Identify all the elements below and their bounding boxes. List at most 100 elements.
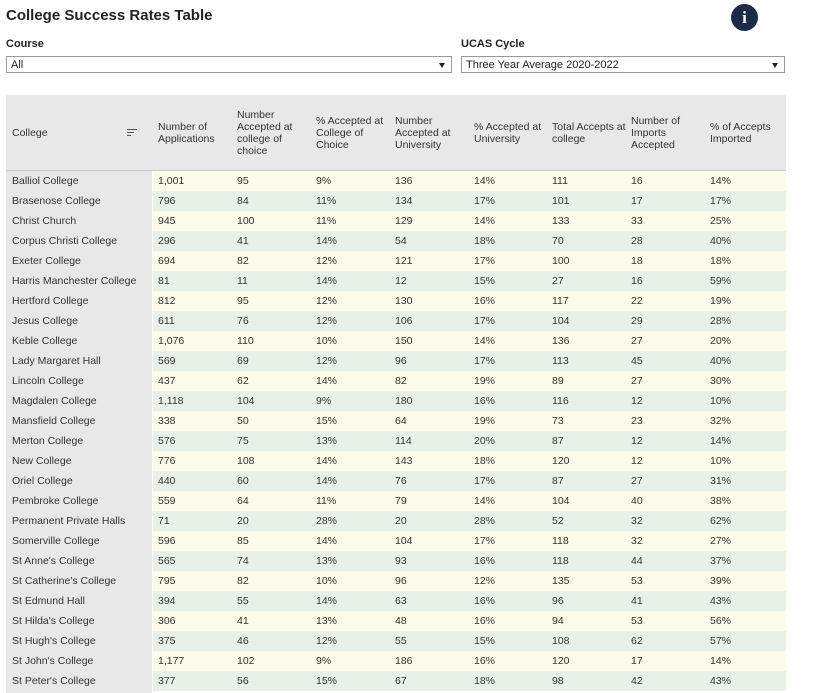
college-name: St Peter's College xyxy=(12,675,96,687)
college-name: St Anne's College xyxy=(12,555,95,567)
table-cell: 76 xyxy=(237,315,249,327)
college-name: Harris Manchester College xyxy=(12,275,137,287)
filter-label: Course xyxy=(6,38,44,50)
table-cell: 19% xyxy=(474,415,496,427)
table-cell: 12 xyxy=(631,435,643,447)
table-cell: 17% xyxy=(474,355,496,367)
table-cell: 17 xyxy=(631,655,643,667)
table-cell: 28% xyxy=(474,515,496,527)
table-cell: 82 xyxy=(237,255,249,267)
college-name: Oriel College xyxy=(12,475,73,487)
table-cell: 53 xyxy=(631,615,643,627)
table-cell: 27 xyxy=(631,475,643,487)
table-cell: 59% xyxy=(710,275,732,287)
table-cell: 96 xyxy=(552,595,564,607)
table-cell: 20 xyxy=(237,515,249,527)
college-name: Lincoln College xyxy=(12,375,84,387)
college-name: Brasenose College xyxy=(12,195,101,207)
table-cell: 9% xyxy=(316,655,332,667)
column-header: Number Accepted at University xyxy=(395,114,451,151)
column-header: Number of Imports Accepted xyxy=(631,114,681,151)
table-cell: 39% xyxy=(710,575,732,587)
table-cell: 93 xyxy=(395,555,407,567)
table-cell: 62 xyxy=(237,375,249,387)
table-row: 611 76 12% 106 17% 104 29 28% xyxy=(153,311,786,331)
table-cell: 29 xyxy=(631,315,643,327)
table-cell: 106 xyxy=(395,315,413,327)
table-cell: 120 xyxy=(552,455,570,467)
table-cell: 67 xyxy=(395,675,407,687)
table-cell: 16% xyxy=(474,655,496,667)
table-cell: 11% xyxy=(316,495,337,507)
table-cell: 108 xyxy=(237,455,255,467)
table-cell: 22 xyxy=(631,295,643,307)
table-cell: 31% xyxy=(710,475,732,487)
table-cell: 16% xyxy=(474,395,496,407)
column-header: Number Accepted at college of choice xyxy=(237,108,293,157)
table-cell: 12% xyxy=(316,315,338,327)
table-cell: 87 xyxy=(552,435,564,447)
table-cell: 27 xyxy=(552,275,564,287)
table-cell: 375 xyxy=(158,635,176,647)
table-cell: 30% xyxy=(710,375,732,387)
table-row: 1,118 104 9% 180 16% 116 12 10% xyxy=(153,391,786,411)
table-cell: 130 xyxy=(395,295,413,307)
table-row: 437 62 14% 82 19% 89 27 30% xyxy=(153,371,786,391)
column-header: % Accepted at College of Choice xyxy=(316,114,384,151)
course-dropdown[interactable]: All xyxy=(6,56,452,73)
college-name: Hertford College xyxy=(12,295,89,307)
table-cell: 55 xyxy=(395,635,407,647)
table-cell: 11 xyxy=(237,275,248,287)
table-cell: 14% xyxy=(316,455,338,467)
sort-icon[interactable] xyxy=(127,129,137,138)
title: College Success Rates Table xyxy=(6,7,213,24)
table-cell: 338 xyxy=(158,415,176,427)
cycle-dropdown[interactable]: Three Year Average 2020-2022 xyxy=(461,56,785,73)
table-cell: 94 xyxy=(552,615,564,627)
table-cell: 440 xyxy=(158,475,176,487)
table-cell: 13% xyxy=(316,435,338,447)
dropdown-value: Three Year Average 2020-2022 xyxy=(466,59,619,71)
table-cell: 15% xyxy=(316,675,338,687)
college-name: Mansfield College xyxy=(12,415,96,427)
table-cell: 63 xyxy=(395,595,407,607)
table-cell: 111 xyxy=(552,175,568,187)
table-header: College Number of Applications Number Acce… xyxy=(6,95,786,171)
table-cell: 56% xyxy=(710,615,732,627)
table-cell: 19% xyxy=(710,295,732,307)
table-row: 377 56 15% 67 18% 98 42 43% xyxy=(153,671,786,691)
table-cell: 71 xyxy=(158,515,170,527)
table-cell: 136 xyxy=(552,335,570,347)
table-cell: 53 xyxy=(631,575,643,587)
college-name: Jesus College xyxy=(12,315,78,327)
table-cell: 18% xyxy=(474,675,496,687)
info-button[interactable]: i xyxy=(731,4,758,31)
table-cell: 306 xyxy=(158,615,176,627)
table-cell: 14% xyxy=(316,475,338,487)
table-cell: 14% xyxy=(710,175,732,187)
table-cell: 28% xyxy=(316,515,338,527)
table-cell: 576 xyxy=(158,435,176,447)
table-cell: 25% xyxy=(710,215,732,227)
table-cell: 14% xyxy=(710,655,732,667)
college-name: Corpus Christi College xyxy=(12,235,118,247)
table-cell: 27% xyxy=(710,535,732,547)
table-cell: 44 xyxy=(631,555,643,567)
table-cell: 41 xyxy=(631,595,643,607)
table-cell: 437 xyxy=(158,375,176,387)
table-cell: 694 xyxy=(158,255,176,267)
table-cell: 14% xyxy=(316,535,338,547)
table-cell: 27 xyxy=(631,375,643,387)
table-cell: 10% xyxy=(316,575,338,587)
table-row: 795 82 10% 96 12% 135 53 39% xyxy=(153,571,786,591)
table-cell: 12% xyxy=(474,575,496,587)
table-cell: 20 xyxy=(395,515,407,527)
table-row: 812 95 12% 130 16% 117 22 19% xyxy=(153,291,786,311)
table-cell: 84 xyxy=(237,195,249,207)
table-cell: 16 xyxy=(631,275,643,287)
table-cell: 100 xyxy=(237,215,255,227)
table-cell: 55 xyxy=(237,595,249,607)
table-cell: 11% xyxy=(316,215,337,227)
table-cell: 79 xyxy=(395,495,407,507)
